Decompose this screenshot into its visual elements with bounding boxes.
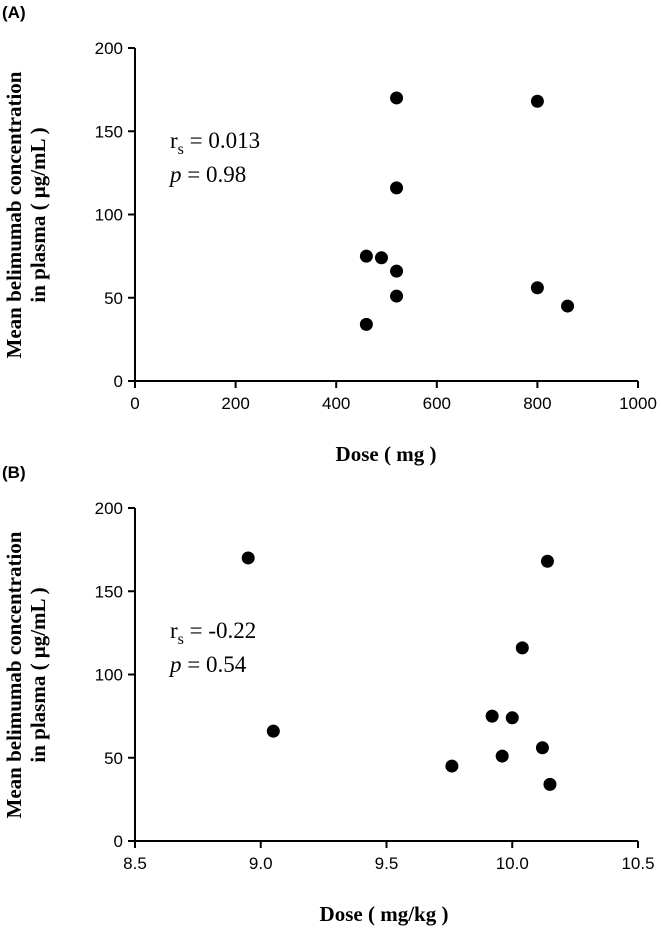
panel-a-ytick-label: 50 [104,289,123,308]
panel-b: (B) Mean belimumab concentration in plas… [2,463,655,926]
panel-a-data-point [359,317,373,331]
panel-a-ylabel-line1: Mean belimumab concentration [2,71,26,358]
panel-a-p-stat: p = 0.98 [168,162,246,187]
panel-a-data-point [561,299,575,313]
panel-a-xtick-label: 0 [130,394,139,413]
panel-a-points [359,91,575,331]
panel-b-ytick-label: 200 [95,499,123,518]
panel-a-rs-stat: rs = 0.013 [170,128,260,158]
panel-b-data-point [535,741,549,755]
panel-b-xtick-label: 10.5 [621,854,654,873]
panel-b-data-point [445,759,459,773]
panel-a-data-point [530,94,544,108]
panel-a-data-point [359,249,373,263]
panel-b-data-point [485,709,499,723]
panel-a-ytick-label: 150 [95,122,123,141]
panel-a-ticks: 0 50 100 150 200 0 200 400 600 800 1000 [95,39,657,413]
panel-a-data-point [390,289,404,303]
panel-a-xtick-label: 600 [423,394,451,413]
panel-b-data-point [266,724,280,738]
panel-b-ytick-label: 100 [95,666,123,685]
panel-a-xtick-label: 400 [322,394,350,413]
panel-a-xtick-label: 1000 [619,394,657,413]
panel-a-ytick-label: 100 [95,206,123,225]
panel-a-ytick-label: 200 [95,39,123,58]
panel-a-data-point [390,264,404,278]
panel-b-data-point [540,554,554,568]
panel-b-xtick-label: 9.5 [375,854,399,873]
panel-b-ticks: 0 50 100 150 200 8.5 9.0 9.5 10.0 10.5 [95,499,655,873]
panel-a-xtick-label: 800 [523,394,551,413]
panel-b-ytick-label: 150 [95,582,123,601]
panel-b-ylabel-line1: Mean belimumab concentration [2,531,26,818]
panel-b-data-point [495,749,509,763]
panel-a-xlabel: Dose ( mg ) [336,442,437,466]
panel-b-label: (B) [2,463,26,482]
panel-b-points [241,551,557,791]
panel-b-xtick-label: 10.0 [496,854,529,873]
panel-a-data-point [530,281,544,295]
panel-b-ytick-label: 0 [114,832,123,851]
panel-b-xtick-label: 9.0 [249,854,273,873]
panel-a-data-point [374,251,388,265]
panel-b-p-stat: p = 0.54 [168,652,247,677]
panel-b-data-point [515,641,529,655]
panel-a-ytick-label: 0 [114,372,123,391]
panel-a-label: (A) [2,3,26,22]
panel-a-ylabel-line2: in plasma ( μg/mL ) [26,127,50,302]
panel-a-xtick-label: 200 [221,394,249,413]
panel-a: (A) Mean belimumab concentration in plas… [2,3,657,466]
panel-b-ylabel-line2: in plasma ( μg/mL ) [26,587,50,762]
panel-b-data-point [505,711,519,725]
panel-b-data-point [241,551,255,565]
panel-a-data-point [390,91,404,105]
panel-b-data-point [543,777,557,791]
panel-b-ytick-label: 50 [104,749,123,768]
panel-b-xlabel: Dose ( mg/kg ) [320,902,449,926]
panel-b-rs-stat: rs = -0.22 [170,618,256,648]
panel-b-xtick-label: 8.5 [123,854,147,873]
panel-a-data-point [390,181,404,195]
